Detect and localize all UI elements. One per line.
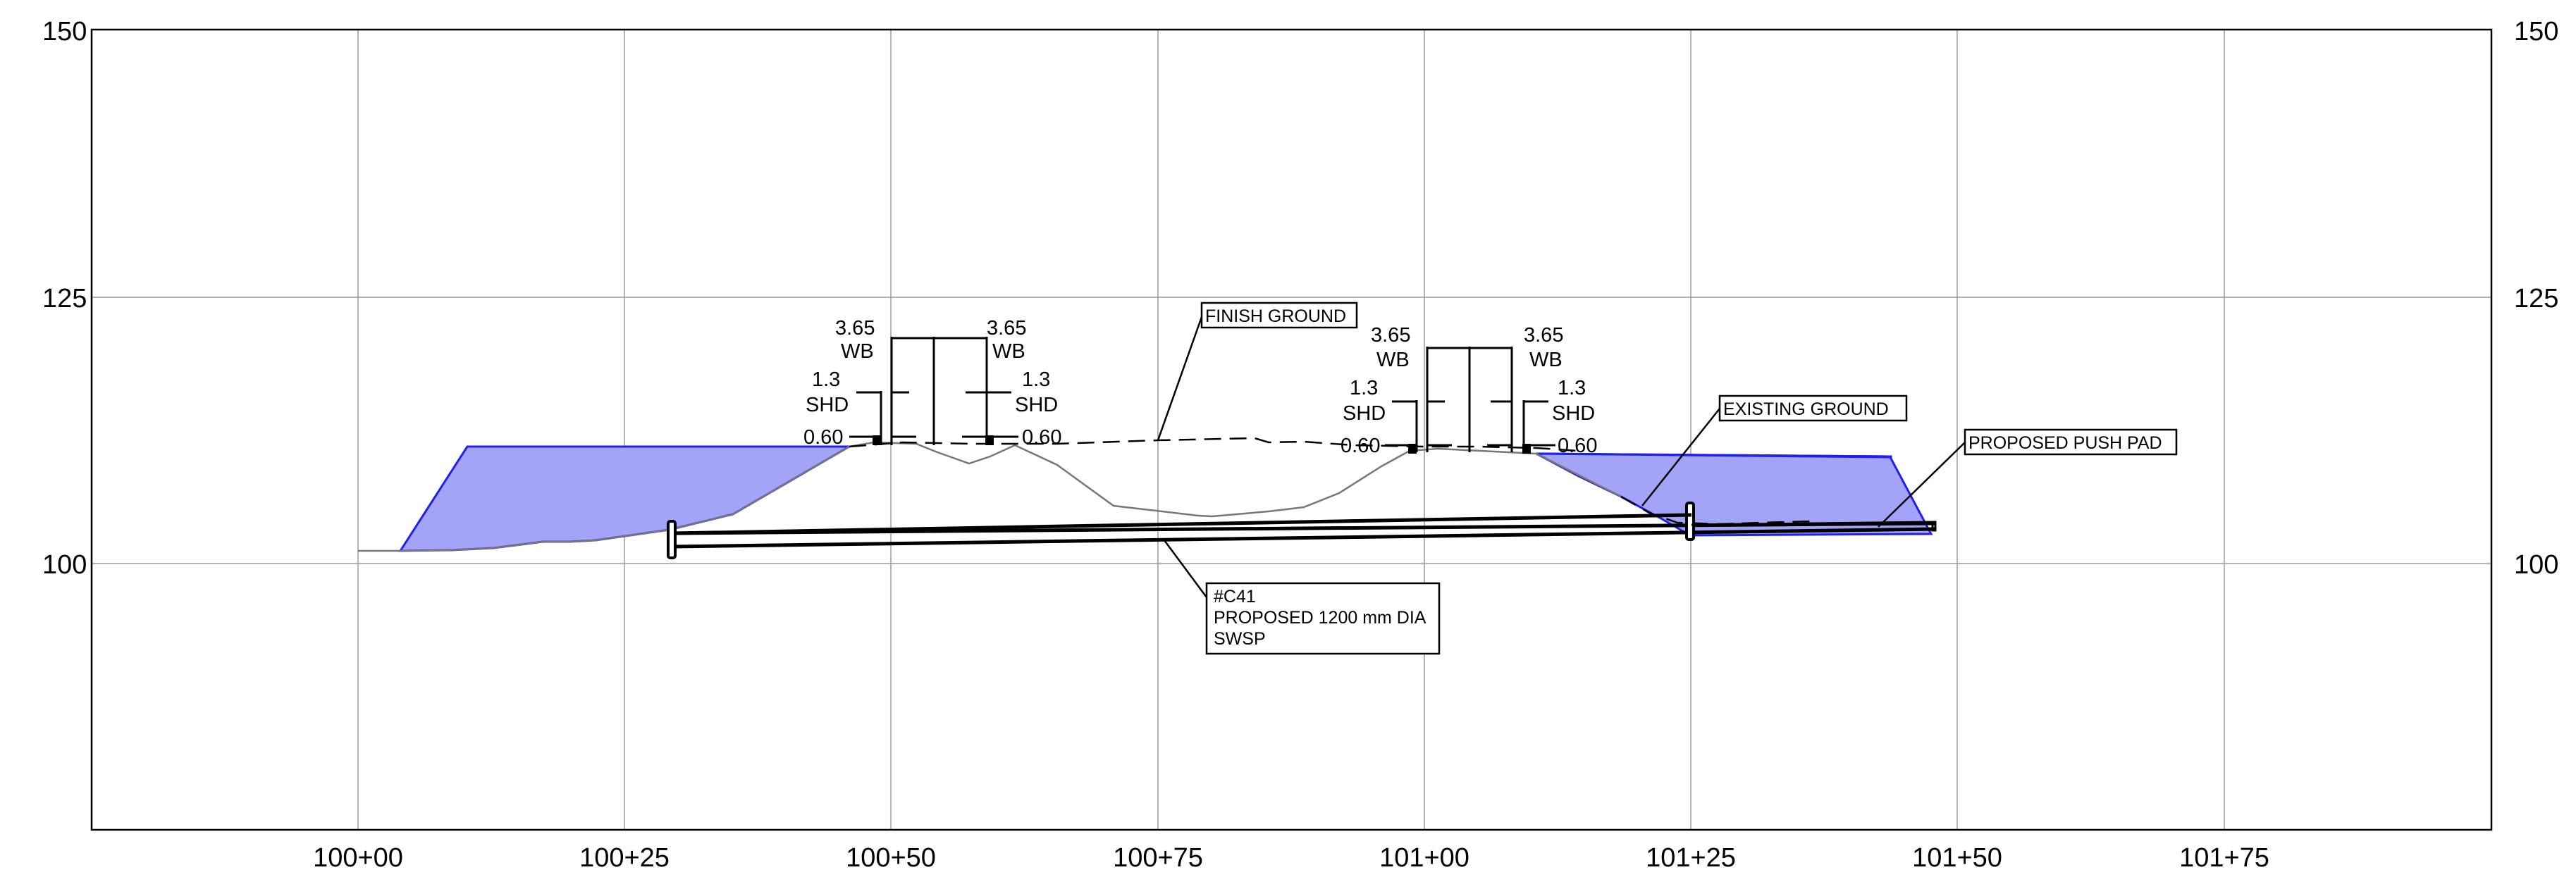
leader-finish-ground: [1157, 316, 1203, 441]
y-tick-right-100: 100: [2514, 550, 2558, 580]
rc-shd-left-value: 1.3: [1350, 377, 1378, 399]
callout-existing-ground: EXISTING GROUND: [1641, 394, 1908, 506]
right-carriageway-dimensions: 3.65 WB 3.65 WB 1.3 SHD 1.3 SHD 0.60 0.6…: [1341, 324, 1597, 457]
x-tick-101-25: 101+25: [1646, 843, 1736, 873]
x-tick-100-25: 100+25: [579, 843, 670, 873]
x-axis: 100+00 100+25 100+50 100+75 101+00 101+2…: [313, 843, 2269, 873]
proposed-pipe: [667, 502, 1937, 559]
finish-ground-label: FINISH GROUND: [1205, 306, 1346, 326]
x-tick-101-75: 101+75: [2179, 843, 2269, 873]
lc-offset-right: 0.60: [1022, 426, 1061, 449]
lc-shd-left-label: SHD: [806, 394, 849, 416]
y-tick-left-125: 125: [42, 284, 87, 313]
lc-wb-right-value: 3.65: [987, 317, 1026, 340]
pipe-material-label: SWSP: [1214, 629, 1266, 649]
x-tick-100-75: 100+75: [1113, 843, 1203, 873]
pipe-id-label: #C41: [1214, 587, 1256, 607]
x-tick-100-50: 100+50: [846, 843, 936, 873]
callout-proposed-push-pad: PROPOSED PUSH PAD: [1878, 428, 2178, 528]
existing-ground-right-dashed: [1620, 495, 1812, 525]
lc-offset-left: 0.60: [803, 426, 843, 449]
pipe-inner-line: [1691, 521, 1935, 526]
callout-pipe: #C41 PROPOSED 1200 mm DIA SWSP: [1163, 540, 1441, 655]
lc-shd-left-value: 1.3: [812, 368, 840, 391]
rc-wb-left-label: WB: [1376, 349, 1410, 371]
pipe-headwall-right: [1685, 502, 1695, 541]
pipe-desc-label: PROPOSED 1200 mm DIA: [1214, 608, 1426, 628]
y-axis-right: 150 125 100: [2514, 17, 2558, 580]
finish-ground-box: [1200, 301, 1358, 329]
pipe-headwall-left: [667, 520, 677, 559]
finish-ground-line: [849, 437, 1579, 452]
rc-shd-right-label: SHD: [1552, 402, 1595, 425]
left-fill-area: [398, 445, 853, 552]
curb-marker-right-left: [1408, 444, 1417, 454]
rc-wb-left-value: 3.65: [1371, 324, 1410, 347]
rc-offset-left: 0.60: [1341, 435, 1380, 457]
pipe-box: [1205, 582, 1441, 655]
push-pad-label: PROPOSED PUSH PAD: [1968, 433, 2162, 453]
lc-wb-left-label: WB: [841, 340, 874, 363]
curb-marker-right: [985, 435, 994, 445]
curb-marker-left: [873, 435, 881, 445]
y-axis-left: 150 125 100: [42, 17, 87, 580]
existing-ground-label: EXISTING GROUND: [1723, 399, 1889, 419]
rc-shd-left-label: SHD: [1343, 402, 1386, 425]
x-tick-101-50: 101+50: [1912, 843, 2002, 873]
plot-frame: [90, 28, 2493, 831]
curb-marker-right-right: [1522, 444, 1531, 454]
callout-finish-ground: FINISH GROUND: [1157, 301, 1358, 441]
y-tick-right-150: 150: [2514, 17, 2558, 46]
pipe-upper-segment: [674, 513, 1692, 535]
left-carriageway-dimensions: 3.65 WB 3.65 WB 1.3 SHD 1.3 SHD 0.60 0.6…: [803, 317, 1061, 449]
x-tick-100-00: 100+00: [313, 843, 403, 873]
existing-ground-line: [358, 441, 1622, 552]
rc-wb-right-value: 3.65: [1524, 324, 1563, 347]
lc-shd-right-value: 1.3: [1022, 368, 1050, 391]
rc-wb-right-label: WB: [1529, 349, 1563, 371]
y-tick-right-125: 125: [2514, 284, 2558, 313]
existing-ground-box: [1718, 394, 1908, 422]
y-tick-left-100: 100: [42, 550, 87, 580]
leader-push-pad: [1878, 442, 1966, 528]
lc-wb-left-value: 3.65: [835, 317, 875, 340]
leader-existing-ground: [1641, 408, 1720, 506]
lc-wb-right-label: WB: [992, 340, 1025, 363]
push-pad-box: [1964, 428, 2178, 456]
pipe-bottom-line: [672, 527, 1935, 549]
y-tick-left-150: 150: [42, 17, 87, 46]
rc-shd-right-value: 1.3: [1558, 377, 1586, 399]
x-tick-101-00: 101+00: [1379, 843, 1469, 873]
lc-shd-right-label: SHD: [1015, 394, 1058, 416]
leader-pipe: [1163, 540, 1208, 598]
rc-offset-right: 0.60: [1558, 435, 1597, 457]
